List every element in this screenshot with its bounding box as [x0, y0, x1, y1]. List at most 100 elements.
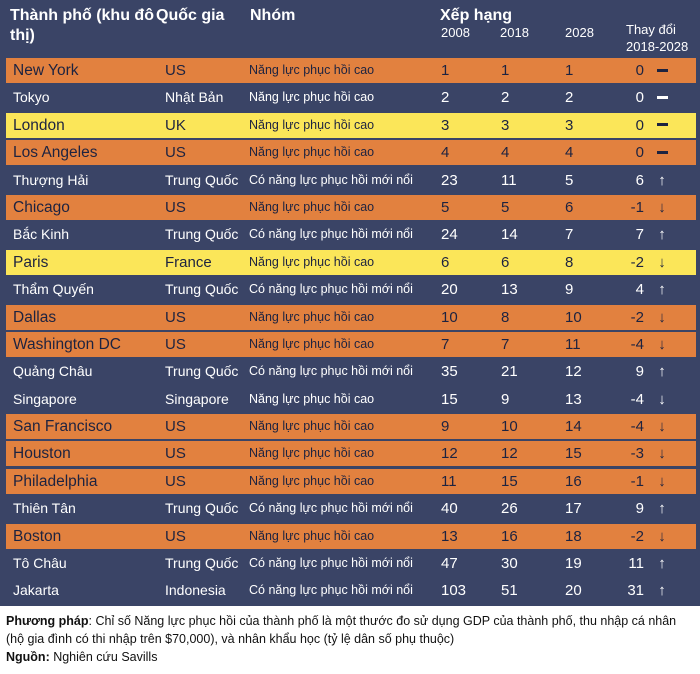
city-cell: Dallas	[13, 308, 57, 326]
method-label: Phương pháp	[6, 614, 89, 628]
group-cell: Năng lực phục hồi cao	[249, 336, 375, 351]
rank-2018-cell: 5	[501, 198, 510, 216]
city-cell: San Francisco	[13, 418, 113, 436]
rank-2018-cell: 6	[501, 253, 510, 271]
header-rank: Xếp hạng	[440, 7, 513, 24]
country-cell: Trung Quốc	[165, 555, 239, 572]
city-cell: Houston	[13, 445, 71, 463]
dash-icon	[655, 58, 669, 83]
rank-2008-cell: 2	[441, 89, 450, 107]
country-cell: Trung Quốc	[165, 281, 239, 298]
group-cell: Năng lực phục hồi cao	[249, 90, 375, 105]
source-note: Nguồn: Nghiên cứu Savills	[6, 648, 696, 666]
country-cell: US	[165, 144, 186, 162]
rank-2018-cell: 9	[501, 390, 510, 408]
rank-2028-cell: 11	[565, 335, 581, 353]
country-cell: US	[165, 335, 186, 353]
rank-2008-cell: 40	[441, 500, 458, 518]
arrow-down-icon: ↓	[658, 418, 666, 436]
rank-2018-cell: 30	[501, 555, 518, 573]
city-cell: Thẩm Quyến	[13, 281, 94, 298]
country-cell: US	[165, 445, 186, 463]
dash-icon	[655, 140, 669, 165]
rank-2028-cell: 17	[565, 500, 582, 518]
rank-2028-cell: 14	[565, 418, 582, 436]
group-cell: Có năng lực phục hồi mới nổi	[249, 172, 413, 187]
table-row: Chicago US Năng lực phục hồi cao 5 5 6 -1 ↓	[6, 194, 696, 220]
table-row: Thiên Tân Trung Quốc Có năng lực phục hồi …	[6, 496, 696, 522]
table-row: Tô Châu Trung Quốc Có năng lực phục hồi mớ…	[6, 551, 696, 577]
country-cell: Singapore	[165, 390, 229, 407]
rank-2028-cell: 15	[565, 445, 582, 463]
change-cell: 4	[635, 281, 644, 299]
rank-2008-cell: 47	[441, 555, 458, 573]
header-year-2018: 2018	[500, 25, 529, 40]
rank-2018-cell: 12	[501, 445, 518, 463]
table-row: Singapore Singapore Năng lực phục hồi cao 1…	[6, 386, 696, 412]
dash-icon-bar	[656, 150, 668, 154]
rank-2028-cell: 19	[565, 555, 582, 573]
group-cell: Năng lực phục hồi cao	[249, 199, 375, 214]
rank-2028-cell: 6	[565, 198, 574, 216]
city-cell: Philadelphia	[13, 472, 98, 490]
city-cell: Bắc Kinh	[13, 226, 70, 243]
change-cell: 31	[627, 582, 644, 600]
rank-2008-cell: 103	[441, 582, 467, 600]
rank-2018-cell: 2	[501, 89, 510, 107]
arrow-up-icon: ↑	[658, 582, 666, 600]
table-row: Boston US Năng lực phục hồi cao 13 16 18 -2 ↓	[6, 523, 696, 549]
group-cell: Năng lực phục hồi cao	[249, 117, 375, 132]
rank-2028-cell: 9	[565, 281, 574, 299]
arrow-down-icon: ↓	[658, 198, 666, 216]
city-cell: Jakarta	[13, 582, 59, 599]
rank-2028-cell: 13	[565, 390, 582, 408]
table-row: Bắc Kinh Trung Quốc Có năng lực phục hồi m…	[6, 222, 696, 248]
rank-2008-cell: 24	[441, 226, 458, 244]
header-change-line1: Thay đổi	[626, 22, 676, 37]
city-cell: New York	[13, 62, 79, 79]
rank-2008-cell: 7	[441, 335, 450, 353]
arrow-down-icon: ↓	[658, 472, 666, 490]
rank-2018-cell: 13	[501, 281, 518, 299]
rank-2028-cell: 5	[565, 171, 574, 189]
method-text: : Chỉ số Năng lực phục hồi của thành phố…	[6, 614, 677, 646]
change-cell: -1	[630, 198, 644, 216]
table-row: New York US Năng lực phục hồi cao 1 1 1 0	[6, 58, 696, 83]
arrow-down-icon: ↓	[658, 445, 666, 463]
country-cell: France	[165, 253, 212, 271]
rank-2028-cell: 8	[565, 253, 574, 271]
rank-2008-cell: 20	[441, 281, 458, 299]
rank-2018-cell: 7	[501, 335, 510, 353]
footnote: Phương pháp: Chỉ số Năng lực phục hồi củ…	[6, 612, 696, 666]
change-cell: 9	[635, 500, 644, 518]
change-cell: -1	[630, 472, 644, 490]
rank-2008-cell: 4	[441, 144, 450, 162]
rank-2008-cell: 13	[441, 527, 458, 545]
rank-2028-cell: 7	[565, 226, 574, 244]
rank-2028-cell: 2	[565, 89, 574, 107]
change-cell: -4	[630, 335, 644, 353]
group-cell: Năng lực phục hồi cao	[249, 419, 375, 434]
rank-2018-cell: 4	[501, 144, 510, 162]
header-city: Thành phố (khu đô thị)	[10, 7, 154, 44]
arrow-up-icon: ↑	[658, 281, 666, 299]
rank-2018-cell: 14	[501, 226, 518, 244]
rank-2028-cell: 1	[565, 62, 574, 79]
city-cell: London	[13, 116, 65, 134]
source-text: Nghiên cứu Savills	[49, 650, 158, 664]
rank-2018-cell: 21	[501, 363, 518, 381]
dash-icon-bar	[656, 95, 668, 99]
table-row: Paris France Năng lực phục hồi cao 6 6 8 -2 ↓	[6, 249, 696, 275]
arrow-down-icon: ↓	[658, 335, 666, 353]
rank-2008-cell: 23	[441, 171, 458, 189]
change-cell: 9	[635, 363, 644, 381]
rank-2028-cell: 4	[565, 144, 574, 162]
country-cell: US	[165, 418, 186, 436]
group-cell: Năng lực phục hồi cao	[249, 63, 375, 77]
group-cell: Năng lực phục hồi cao	[249, 473, 375, 488]
country-cell: Trung Quốc	[165, 363, 239, 380]
change-cell: -4	[630, 418, 644, 436]
table-row: Dallas US Năng lực phục hồi cao 10 8 10 -2 ↓	[6, 304, 696, 330]
rank-2008-cell: 15	[441, 390, 458, 408]
country-cell: US	[165, 527, 186, 545]
